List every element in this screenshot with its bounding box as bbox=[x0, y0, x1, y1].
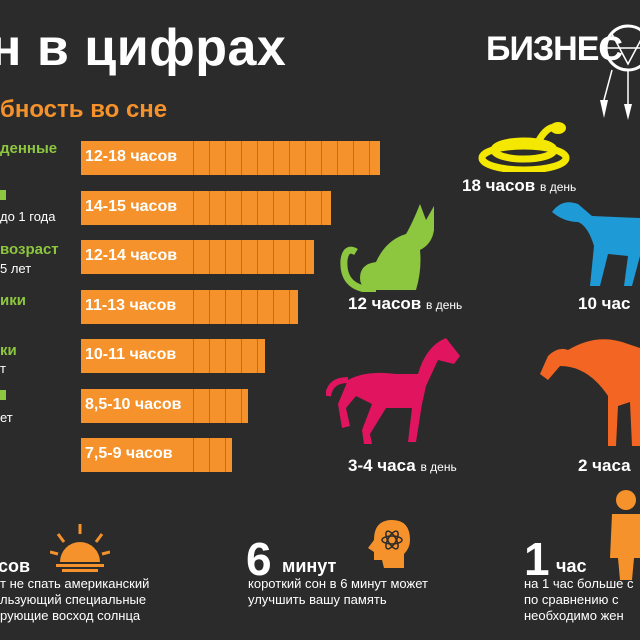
bar-segment bbox=[273, 240, 286, 274]
bar-segment bbox=[289, 141, 302, 175]
bar-segment bbox=[273, 190, 286, 225]
brand-logo-text: БИЗНЕС bbox=[486, 30, 623, 68]
bar-segment bbox=[305, 190, 318, 225]
fact-1-word: сов bbox=[0, 556, 31, 576]
sunrise-icon bbox=[50, 524, 110, 572]
giraffe-caption: 2 часа bbox=[578, 456, 631, 475]
category-teens-title: ки bbox=[0, 342, 17, 359]
category-teens-sub: т bbox=[0, 361, 6, 376]
bar-segment bbox=[241, 388, 254, 423]
bar-segment bbox=[305, 240, 318, 274]
bar-segment bbox=[193, 388, 206, 423]
fact-2-number: 6 bbox=[246, 533, 272, 585]
fact-3-number: 1 bbox=[524, 533, 550, 585]
category-marker bbox=[0, 190, 6, 200]
page-subtitle: бность во сне bbox=[0, 96, 168, 123]
bar-label: 12-14 часов bbox=[85, 247, 178, 264]
bar-label: 7,5-9 часов bbox=[85, 445, 173, 462]
snake-icon bbox=[478, 122, 570, 172]
fact-3-text: на 1 час больше с по сравнению с необходим… bbox=[524, 576, 634, 623]
bar-segment bbox=[321, 141, 334, 175]
giraffe-icon bbox=[540, 339, 640, 446]
bar-segment bbox=[273, 141, 286, 175]
fact-2-word: минут bbox=[282, 556, 337, 576]
bar-segment bbox=[241, 141, 254, 175]
bar-segment bbox=[257, 240, 270, 274]
fact-2-text: короткий сон в 6 минут может улучшить ваш… bbox=[248, 576, 428, 607]
bar: 12-14 часов bbox=[81, 240, 314, 274]
fact-3-word: час bbox=[556, 556, 587, 576]
bar-segment bbox=[241, 190, 254, 225]
bar-segment bbox=[257, 289, 270, 324]
category-infants-sub: до 1 года bbox=[0, 209, 56, 224]
bar-segment bbox=[353, 141, 366, 175]
bar: 7,5-9 часов bbox=[81, 438, 232, 472]
page-title: н в цифрах bbox=[0, 19, 287, 77]
bar-segment bbox=[289, 190, 302, 225]
bar-label: 14-15 часов bbox=[85, 197, 178, 215]
bar-label: 11-13 часов bbox=[85, 296, 177, 314]
bar-label: 8,5-10 часов bbox=[85, 395, 182, 413]
bar-segment bbox=[209, 289, 222, 324]
bar-segment bbox=[209, 240, 222, 274]
bar-segment bbox=[209, 141, 222, 175]
bar-segment bbox=[209, 190, 222, 225]
bar-segment bbox=[209, 388, 222, 423]
bar-segment bbox=[225, 141, 238, 175]
bar-segment bbox=[225, 190, 238, 225]
snake-caption: 18 часов в день bbox=[462, 176, 577, 195]
bar-segment bbox=[209, 438, 222, 472]
bar-segment bbox=[193, 240, 206, 274]
category-preschool-title: ики bbox=[0, 292, 26, 309]
cat-caption: 12 часов в день bbox=[348, 294, 463, 313]
bar-segment bbox=[193, 438, 206, 472]
bar-segment bbox=[193, 339, 206, 373]
person-icon bbox=[610, 490, 640, 580]
bar-segment bbox=[273, 289, 286, 324]
bar: 12-18 часов bbox=[81, 141, 380, 175]
category-toddlers-sub: 5 лет bbox=[0, 261, 32, 276]
horse-icon bbox=[326, 338, 460, 444]
bar-segment bbox=[241, 289, 254, 324]
category-marker bbox=[0, 390, 6, 400]
bar-segment bbox=[193, 141, 206, 175]
cat-icon bbox=[340, 204, 434, 292]
category-adults-sub: ет bbox=[0, 410, 13, 425]
bar: 10-11 часов bbox=[81, 339, 265, 373]
bar-segment bbox=[209, 339, 222, 373]
bar: 8,5-10 часов bbox=[81, 388, 248, 423]
bar-segment bbox=[289, 240, 302, 274]
dog-icon bbox=[552, 202, 640, 286]
bar-label: 12-18 часов bbox=[85, 148, 178, 165]
bar-segment bbox=[257, 141, 270, 175]
bar-segment bbox=[225, 240, 238, 274]
dreamcatcher-icon bbox=[600, 24, 640, 120]
bar-segment bbox=[257, 339, 270, 373]
horse-caption: 3-4 часа в день bbox=[348, 456, 457, 475]
bar-segment bbox=[289, 289, 302, 324]
bar-segment bbox=[369, 141, 382, 175]
bar-label: 10-11 часов bbox=[85, 346, 177, 363]
bar: 11-13 часов bbox=[81, 289, 298, 324]
bar-segment bbox=[225, 388, 238, 423]
category-newborns-title: денные bbox=[0, 140, 58, 157]
bar: 14-15 часов bbox=[81, 190, 334, 225]
bar-segment bbox=[225, 289, 238, 324]
bar-segment bbox=[305, 141, 318, 175]
dog-caption: 10 час bbox=[578, 294, 631, 313]
bar-segment bbox=[337, 141, 350, 175]
bar-segment bbox=[257, 190, 270, 225]
bar-segment bbox=[225, 438, 238, 472]
bar-segment bbox=[241, 240, 254, 274]
brain-icon bbox=[368, 520, 410, 568]
category-toddlers-title: возраст bbox=[0, 241, 59, 258]
bar-segment bbox=[193, 289, 206, 324]
bar-segment bbox=[193, 190, 206, 225]
bar-segment bbox=[321, 190, 334, 225]
fact-1-text: т не спать американский льзующий специаль… bbox=[0, 576, 150, 623]
bar-segment bbox=[225, 339, 238, 373]
bar-segment bbox=[241, 339, 254, 373]
